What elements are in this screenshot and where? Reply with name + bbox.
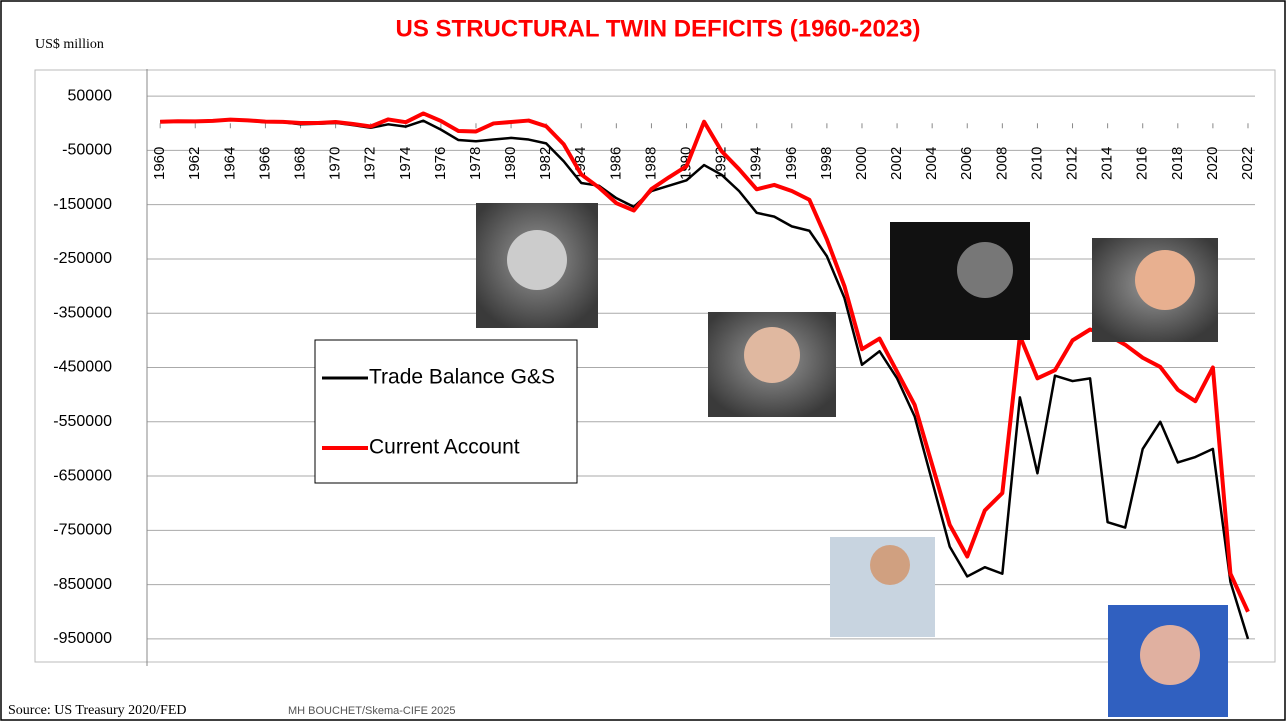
y-tick-label: -350000 bbox=[53, 304, 112, 321]
x-tick-label: 1980 bbox=[502, 147, 519, 180]
y-tick-label: 50000 bbox=[68, 87, 113, 104]
x-tick-label: 2014 bbox=[1099, 147, 1116, 180]
x-tick-label: 1978 bbox=[467, 147, 484, 180]
photo-face bbox=[1140, 625, 1200, 685]
y-tick-label: -950000 bbox=[53, 630, 112, 647]
y-tick-label: -250000 bbox=[53, 250, 112, 267]
x-tick-label: 1982 bbox=[537, 147, 554, 180]
x-tick-label: 2018 bbox=[1169, 147, 1186, 180]
chart-title: US STRUCTURAL TWIN DEFICITS (1960-2023) bbox=[396, 15, 921, 42]
x-tick-label: 2006 bbox=[958, 147, 975, 180]
legend-label: Current Account bbox=[369, 436, 520, 459]
x-tick-label: 1986 bbox=[607, 147, 624, 180]
photo-face bbox=[957, 242, 1013, 298]
x-tick-label: 2020 bbox=[1204, 147, 1221, 180]
x-tick-label: 2008 bbox=[993, 147, 1010, 180]
x-tick-label: 2010 bbox=[1028, 147, 1045, 180]
x-tick-label: 1968 bbox=[291, 147, 308, 180]
y-tick-label: -550000 bbox=[53, 413, 112, 430]
x-tick-label: 1970 bbox=[327, 147, 344, 180]
page: {"chart_data": {"type": "line", "title":… bbox=[0, 0, 1287, 721]
y-tick-label: -150000 bbox=[53, 196, 112, 213]
legend-label: Trade Balance G&S bbox=[369, 366, 555, 389]
x-tick-label: 1974 bbox=[397, 147, 414, 180]
x-tick-label: 2002 bbox=[888, 147, 905, 180]
x-tick-label: 2000 bbox=[853, 147, 870, 180]
x-tick-label: 2004 bbox=[923, 147, 940, 180]
y-tick-label: -650000 bbox=[53, 467, 112, 484]
x-tick-label: 1988 bbox=[642, 147, 659, 180]
y-tick-label: -450000 bbox=[53, 359, 112, 376]
source: Source: US Treasury 2020/FED bbox=[8, 703, 187, 718]
x-tick-label: 1998 bbox=[818, 147, 835, 180]
photo-face bbox=[507, 230, 567, 290]
x-tick-label: 1996 bbox=[783, 147, 800, 180]
photo-face bbox=[744, 327, 800, 383]
x-tick-label: 1960 bbox=[151, 147, 168, 180]
credit: MH BOUCHET/Skema-CIFE 2025 bbox=[288, 705, 455, 717]
chart: US STRUCTURAL TWIN DEFICITS (1960-2023) … bbox=[0, 0, 1287, 721]
legend-box bbox=[315, 340, 577, 483]
x-tick-label: 1972 bbox=[362, 147, 379, 180]
x-tick-label: 1966 bbox=[256, 147, 273, 180]
x-tick-label: 1964 bbox=[221, 147, 238, 180]
x-tick-label: 1976 bbox=[432, 147, 449, 180]
y-tick-label: -50000 bbox=[62, 142, 112, 159]
photo-face bbox=[1135, 250, 1195, 310]
x-tick-label: 2022 bbox=[1239, 147, 1256, 180]
y-tick-label: -750000 bbox=[53, 522, 112, 539]
x-tick-label: 1994 bbox=[748, 147, 765, 180]
x-tick-label: 2012 bbox=[1063, 147, 1080, 180]
x-tick-label: 1962 bbox=[186, 147, 203, 180]
photo-face bbox=[870, 545, 910, 585]
y-tick-label: -850000 bbox=[53, 576, 112, 593]
y-axis-label: US$ million bbox=[35, 37, 104, 52]
slide-border bbox=[1, 1, 1285, 720]
x-tick-label: 2016 bbox=[1134, 147, 1151, 180]
